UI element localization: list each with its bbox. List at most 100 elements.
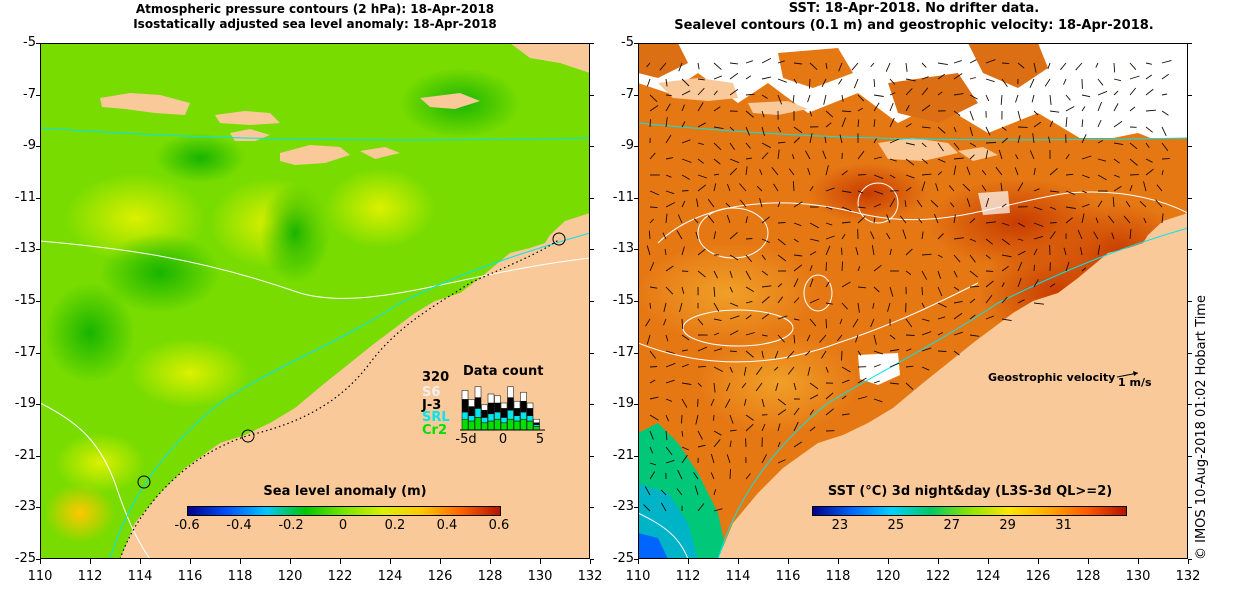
velocity-arrow	[665, 350, 675, 354]
velocity-arrow	[1029, 150, 1035, 160]
right-x-tick	[838, 559, 839, 564]
left-y-tick	[36, 455, 40, 457]
velocity-arrow	[825, 281, 830, 288]
right-y-tick	[1188, 146, 1192, 148]
velocity-arrow	[841, 379, 850, 384]
velocity-arrow	[1017, 299, 1025, 304]
right-y-tick	[634, 559, 638, 560]
velocity-arrow	[1065, 206, 1076, 209]
velocity-arrow	[809, 238, 820, 242]
right-y-tick	[634, 249, 638, 251]
velocity-arrow	[713, 75, 722, 80]
velocity-arrow	[853, 78, 859, 89]
data-count-bar-segment	[513, 400, 521, 409]
velocity-arrow	[649, 430, 654, 440]
velocity-arrow	[649, 119, 652, 128]
velocity-arrow	[985, 254, 991, 260]
velocity-arrow	[646, 62, 651, 68]
velocity-arrow	[695, 231, 699, 240]
velocity-arrow	[1123, 215, 1131, 224]
velocity-arrow	[793, 137, 801, 144]
left-colorbar-label: 0.4	[436, 518, 458, 533]
velocity-arrow	[1001, 266, 1009, 272]
right-y-tick-label: -17	[612, 344, 634, 360]
velocity-arrow	[793, 222, 802, 227]
velocity-arrow	[648, 230, 651, 240]
left-x-tick-label: 132	[577, 569, 603, 584]
velocity-arrow	[649, 446, 654, 454]
left-y-tick	[36, 301, 40, 302]
velocity-arrow	[726, 183, 731, 192]
velocity-arrow	[713, 430, 722, 436]
velocity-arrow	[1113, 90, 1119, 96]
velocity-arrow	[857, 396, 868, 400]
velocity-arrow	[729, 468, 731, 480]
data-count-bar-segment	[474, 386, 482, 398]
left-colorbar-label: 0	[338, 518, 348, 533]
velocity-arrow	[1077, 229, 1083, 240]
geostrophic-velocity-label: Geostrophic velocity	[988, 371, 1116, 384]
velocity-arrow	[777, 141, 786, 144]
velocity-arrow	[839, 134, 843, 144]
velocity-arrow	[697, 444, 706, 448]
velocity-arrow	[793, 421, 799, 432]
sea-level-colorbar-title: Sea level anomaly (m)	[263, 484, 427, 499]
velocity-arrow	[953, 73, 963, 80]
velocity-arrow	[724, 398, 731, 409]
right-x-tick-label: 112	[675, 569, 701, 584]
velocity-arrow	[1129, 75, 1140, 80]
right-x-tick	[1088, 559, 1089, 564]
velocity-arrow	[665, 334, 669, 342]
velocity-arrow	[1129, 185, 1133, 192]
left-y-tick	[36, 507, 40, 509]
velocity-arrow	[777, 283, 783, 288]
velocity-arrow	[807, 94, 811, 103]
velocity-arrow	[1095, 62, 1099, 68]
velocity-arrow	[681, 78, 690, 87]
velocity-arrow	[1081, 174, 1090, 179]
velocity-arrow	[793, 62, 803, 65]
velocity-arrow	[889, 158, 897, 162]
velocity-arrow	[745, 110, 754, 118]
velocity-arrow	[953, 126, 957, 133]
velocity-arrow	[985, 294, 993, 304]
velocity-arrow	[665, 157, 674, 160]
velocity-arrow	[710, 453, 715, 464]
right-x-tick-label: 124	[975, 569, 1001, 584]
velocity-arrow	[821, 350, 827, 359]
velocity-arrow	[665, 362, 676, 368]
velocity-arrow	[1097, 101, 1103, 112]
left-y-tick	[590, 43, 594, 44]
velocity-arrow	[921, 347, 932, 352]
velocity-arrow	[809, 409, 815, 416]
velocity-arrow	[841, 247, 843, 256]
velocity-arrow	[921, 181, 926, 192]
velocity-arrow	[729, 270, 733, 279]
velocity-arrow	[697, 318, 704, 326]
right-x-tick	[988, 559, 989, 564]
velocity-arrow	[905, 318, 913, 328]
velocity-arrow	[1129, 62, 1137, 70]
velocity-arrow	[921, 302, 925, 308]
left-x-tick	[40, 559, 41, 564]
velocity-arrow	[681, 363, 689, 368]
velocity-arrow	[793, 238, 799, 243]
velocity-arrow	[921, 318, 930, 322]
right-x-tick	[738, 559, 739, 564]
velocity-arrow	[1143, 217, 1147, 224]
sea-level-anomaly-map	[40, 43, 590, 559]
right-x-tick-label: 126	[1025, 569, 1051, 584]
velocity-arrow	[873, 138, 877, 144]
velocity-arrow	[777, 149, 780, 160]
velocity-arrow	[871, 245, 875, 256]
velocity-arrow	[745, 286, 755, 292]
velocity-arrow	[1001, 62, 1010, 65]
left-x-tick	[490, 559, 491, 564]
velocity-arrow	[713, 62, 722, 70]
right-y-tick-label: -11	[612, 189, 634, 205]
velocity-arrow	[841, 395, 847, 400]
velocity-arrow	[806, 334, 811, 342]
velocity-arrow	[937, 316, 946, 320]
data-count-bar-segment	[468, 399, 475, 407]
velocity-arrow	[841, 413, 850, 416]
